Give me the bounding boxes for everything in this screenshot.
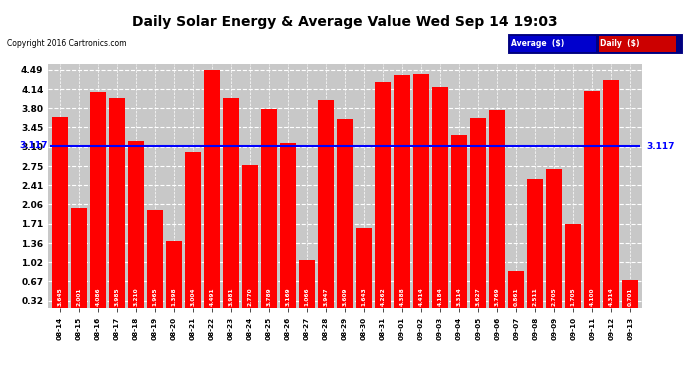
Bar — [52, 117, 68, 319]
Bar — [109, 98, 125, 319]
Text: 3.169: 3.169 — [286, 288, 290, 306]
Bar — [223, 98, 239, 319]
Text: 3.210: 3.210 — [133, 288, 138, 306]
Text: 3.314: 3.314 — [457, 288, 462, 306]
Bar — [280, 143, 296, 319]
Bar — [147, 210, 163, 319]
Bar — [204, 70, 219, 319]
Bar — [356, 228, 372, 319]
Bar — [604, 80, 619, 319]
Text: 1.398: 1.398 — [171, 288, 177, 306]
Text: 4.491: 4.491 — [209, 288, 215, 306]
Text: 3.117: 3.117 — [19, 141, 48, 150]
Bar — [584, 92, 600, 319]
Text: 2.705: 2.705 — [552, 288, 557, 306]
Text: 4.414: 4.414 — [419, 288, 424, 306]
Text: 3.947: 3.947 — [324, 288, 328, 306]
Bar — [546, 169, 562, 319]
Bar — [451, 135, 467, 319]
Text: Average  ($): Average ($) — [511, 39, 564, 48]
Bar — [509, 271, 524, 319]
Bar — [565, 224, 581, 319]
Text: 3.981: 3.981 — [228, 288, 233, 306]
Bar — [71, 208, 86, 319]
Text: 4.086: 4.086 — [95, 288, 100, 306]
Text: 4.100: 4.100 — [590, 288, 595, 306]
Text: 3.004: 3.004 — [190, 288, 195, 306]
Bar — [299, 260, 315, 319]
Bar — [128, 141, 144, 319]
Text: 4.184: 4.184 — [437, 288, 442, 306]
Bar — [185, 152, 201, 319]
Bar — [166, 241, 181, 319]
Bar — [242, 165, 257, 319]
Text: 1.705: 1.705 — [571, 288, 575, 306]
Bar — [375, 82, 391, 319]
Text: 4.314: 4.314 — [609, 288, 614, 306]
Text: Daily Solar Energy & Average Value Wed Sep 14 19:03: Daily Solar Energy & Average Value Wed S… — [132, 15, 558, 29]
Text: 2.001: 2.001 — [76, 288, 81, 306]
Text: 1.066: 1.066 — [304, 288, 309, 306]
Bar — [489, 110, 505, 319]
Text: 3.609: 3.609 — [342, 288, 348, 306]
Bar — [318, 100, 334, 319]
Text: 4.262: 4.262 — [381, 288, 386, 306]
Text: 3.789: 3.789 — [266, 288, 271, 306]
Bar — [471, 118, 486, 319]
Bar — [90, 92, 106, 319]
Bar — [394, 75, 410, 319]
Bar — [261, 109, 277, 319]
Text: 0.701: 0.701 — [628, 288, 633, 306]
Text: 2.770: 2.770 — [248, 288, 253, 306]
Text: 1.643: 1.643 — [362, 288, 366, 306]
Text: 4.388: 4.388 — [400, 288, 404, 306]
Bar — [433, 87, 448, 319]
Text: 3.627: 3.627 — [475, 288, 481, 306]
Text: 2.511: 2.511 — [533, 288, 538, 306]
Text: 0.861: 0.861 — [513, 288, 519, 306]
Bar — [337, 118, 353, 319]
Text: Daily  ($): Daily ($) — [600, 39, 640, 48]
Bar — [527, 180, 543, 319]
Bar — [622, 280, 638, 319]
Text: Copyright 2016 Cartronics.com: Copyright 2016 Cartronics.com — [7, 39, 126, 48]
Text: 1.965: 1.965 — [152, 288, 157, 306]
Text: 3.985: 3.985 — [115, 288, 119, 306]
Bar — [413, 74, 429, 319]
Text: 3.769: 3.769 — [495, 288, 500, 306]
Text: 3.645: 3.645 — [57, 288, 62, 306]
